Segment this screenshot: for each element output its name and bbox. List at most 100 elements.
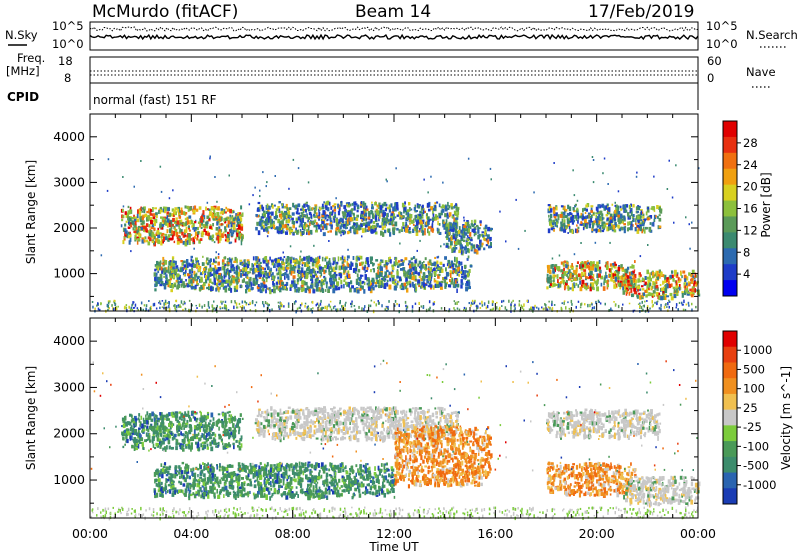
echo-cell (436, 217, 439, 220)
echo-cell (352, 212, 355, 216)
echo-cell (584, 263, 586, 269)
echo-cell (233, 260, 237, 263)
echo-cell (292, 220, 295, 225)
echo-cell (289, 230, 292, 235)
echo-cell (338, 277, 341, 281)
echo-cell (250, 283, 253, 287)
echo-cell (319, 264, 321, 267)
echo-cell (176, 305, 178, 309)
echo-cell (297, 203, 301, 208)
echo-cell (411, 271, 414, 276)
echo-cell (236, 306, 239, 309)
echo-cell (451, 215, 454, 219)
echo-cell (424, 221, 427, 225)
echo-cell (259, 268, 262, 274)
echo-cell (227, 258, 229, 261)
echo-cell (217, 280, 220, 283)
echo-cell (364, 202, 367, 207)
echo-cell (155, 281, 158, 287)
echo-cell (227, 271, 231, 276)
echo-cell (402, 267, 405, 270)
echo-cell (346, 261, 348, 266)
echo-cell (355, 225, 358, 228)
echo-cell (153, 302, 156, 307)
echo-cell (347, 248, 349, 251)
echo-cell (224, 300, 227, 303)
echo-cell (319, 289, 322, 293)
echo-cell (471, 299, 474, 303)
echo-cell (324, 277, 327, 282)
echo-cell (172, 273, 175, 278)
echo-cell (333, 278, 336, 282)
echo-cell (628, 215, 632, 219)
echo-cell (188, 263, 192, 267)
echo-cell (462, 239, 466, 242)
echo-cell (181, 231, 184, 236)
echo-cell (296, 211, 299, 215)
echo-cell (474, 299, 476, 303)
echo-cell (470, 304, 472, 307)
echo-cell (638, 288, 642, 291)
cpid-label: CPID (7, 90, 39, 104)
echo-cell (546, 308, 549, 312)
echo-cell (419, 210, 422, 214)
echo-cell (611, 265, 614, 268)
echo-cell (164, 233, 168, 236)
echo-cell (407, 276, 411, 279)
echo-cell (311, 257, 314, 261)
echo-cell (446, 281, 448, 285)
echo-cell (276, 262, 280, 266)
echo-cell (279, 210, 281, 213)
echo-cell (215, 276, 218, 280)
echo-cell (640, 209, 643, 212)
echo-cell (290, 229, 294, 233)
echo-cell (117, 305, 119, 308)
echo-cell (311, 207, 314, 210)
echo-cell (299, 214, 302, 219)
echo-cell (684, 285, 687, 290)
echo-cell (235, 268, 239, 271)
echo-cell (261, 216, 265, 219)
echo-cell (660, 287, 664, 291)
echo-cell (594, 267, 598, 272)
echo-cell (464, 277, 467, 280)
echo-cell (266, 181, 268, 184)
echo-cell (378, 274, 381, 279)
echo-cell (421, 216, 424, 219)
echo-cell (491, 300, 494, 304)
echo-cell (362, 223, 365, 226)
echo-cell (461, 269, 464, 275)
echo-cell (391, 217, 395, 222)
echo-cell (575, 267, 578, 272)
colorbar-tick-label: 12 (743, 223, 758, 237)
echo-cell (565, 273, 569, 277)
echo-cell (424, 223, 428, 228)
echo-cell (159, 277, 163, 283)
echo-cell (427, 216, 430, 221)
echo-cell (635, 206, 638, 211)
echo-cell (594, 241, 597, 244)
echo-cell (388, 208, 392, 213)
echo-cell (450, 223, 453, 227)
echo-cell (175, 217, 178, 220)
echo-cell (315, 257, 318, 262)
echo-cell (547, 269, 549, 273)
echo-cell (418, 213, 422, 217)
echo-cell (678, 301, 681, 304)
echo-cell (581, 264, 584, 268)
echo-cell (124, 211, 127, 215)
echo-cell (193, 237, 195, 242)
echo-cell (322, 232, 326, 237)
echo-cell (330, 266, 333, 270)
echo-cell (195, 273, 197, 277)
echo-cell (667, 279, 670, 284)
echo-cell (579, 277, 582, 281)
echo-cell (357, 268, 361, 273)
echo-cell (409, 274, 412, 279)
echo-cell (259, 189, 261, 192)
echo-cell (396, 303, 398, 306)
echo-cell (186, 205, 189, 209)
echo-cell (637, 278, 640, 283)
echo-cell (384, 207, 387, 212)
echo-cell (150, 305, 152, 308)
